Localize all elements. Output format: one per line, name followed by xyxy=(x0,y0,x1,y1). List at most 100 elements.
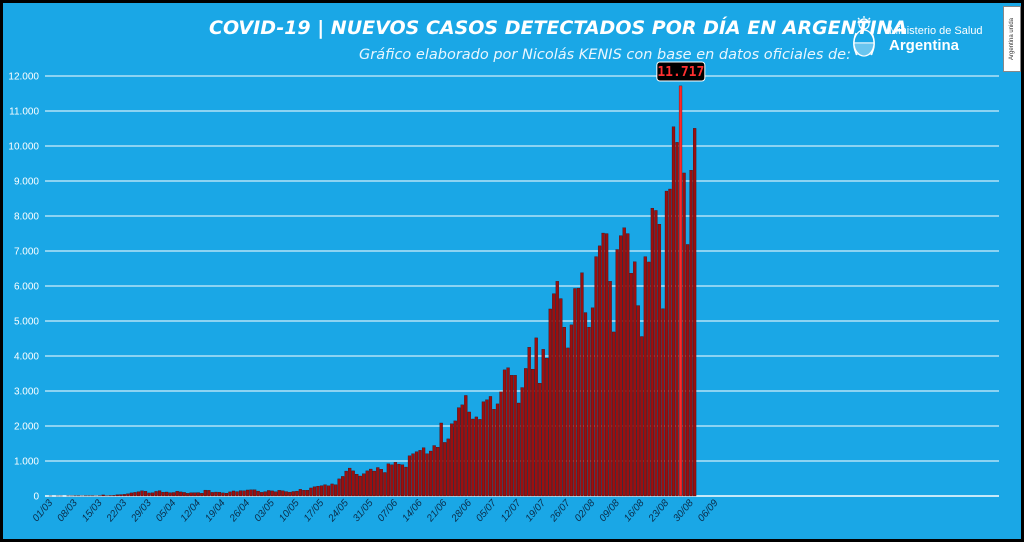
bar xyxy=(569,324,574,497)
bar xyxy=(175,491,179,497)
bar xyxy=(664,190,669,497)
bar xyxy=(288,491,292,497)
x-tick-label: 23/08 xyxy=(646,498,671,525)
bar xyxy=(488,396,493,497)
bar xyxy=(182,492,186,497)
bar xyxy=(643,256,647,497)
bar xyxy=(636,305,640,497)
bar xyxy=(312,486,317,497)
x-axis-ticks: 01/03 08/03 15/03 22/03 29/03 05/04 12/04 19/04… xyxy=(31,498,721,525)
bar xyxy=(386,463,390,497)
bar xyxy=(597,245,602,497)
bar xyxy=(654,210,658,497)
x-tick-label: 05/07 xyxy=(474,498,499,525)
bar xyxy=(333,484,338,497)
bar xyxy=(407,455,412,497)
bar xyxy=(615,249,619,497)
bar xyxy=(196,492,200,497)
bar xyxy=(689,170,693,497)
x-tick-label: 31/05 xyxy=(351,498,376,525)
bar xyxy=(302,490,306,497)
bar xyxy=(143,491,148,497)
x-tick-label: 26/07 xyxy=(548,498,573,525)
bar xyxy=(633,261,637,497)
y-tick-label: 7.000 xyxy=(14,247,39,258)
bar xyxy=(165,491,169,497)
bar xyxy=(126,493,130,497)
national-seal-icon xyxy=(853,16,875,57)
x-tick-label: 06/09 xyxy=(696,498,721,525)
bar xyxy=(622,227,626,497)
x-tick-label: 10/05 xyxy=(277,498,302,525)
bar xyxy=(101,494,105,497)
bar xyxy=(221,492,225,497)
bar xyxy=(668,188,672,497)
bar xyxy=(263,491,267,497)
x-tick-label: 16/08 xyxy=(622,498,647,525)
bar xyxy=(538,383,542,497)
bar xyxy=(242,490,246,497)
x-tick-label: 15/03 xyxy=(80,498,105,525)
bar xyxy=(172,492,176,497)
bar xyxy=(309,487,313,497)
bar xyxy=(429,450,433,497)
bar xyxy=(492,409,496,497)
bar xyxy=(193,492,197,497)
bar xyxy=(355,474,359,497)
bar xyxy=(650,207,654,497)
bar xyxy=(517,402,521,497)
bar xyxy=(119,494,123,497)
bar xyxy=(390,464,394,497)
bar xyxy=(400,464,405,497)
y-tick-label: 0 xyxy=(33,492,39,503)
bar xyxy=(580,272,584,497)
bar xyxy=(319,485,324,497)
bar xyxy=(330,483,334,497)
bar xyxy=(559,298,563,497)
bar xyxy=(203,489,207,497)
bars-group xyxy=(48,85,697,497)
x-tick-label: 30/08 xyxy=(671,498,696,525)
y-tick-label: 1.000 xyxy=(14,457,39,468)
bar xyxy=(358,475,362,497)
bar xyxy=(154,491,158,497)
bar xyxy=(425,453,429,497)
bar xyxy=(231,490,236,497)
bar xyxy=(393,462,398,497)
bar xyxy=(344,470,348,497)
bar xyxy=(281,490,285,497)
bar xyxy=(341,476,345,497)
x-tick-label: 19/04 xyxy=(203,498,228,525)
bar xyxy=(450,423,454,497)
bar xyxy=(552,293,556,497)
bar xyxy=(133,492,137,497)
bar xyxy=(112,495,116,497)
bar xyxy=(439,422,443,497)
bar xyxy=(228,491,232,497)
bar xyxy=(108,495,112,497)
bar xyxy=(545,358,549,497)
bar xyxy=(629,273,633,497)
logo-country-text: Argentina xyxy=(889,37,960,54)
bar xyxy=(464,395,468,497)
chart-title: COVID-19 | NUEVOS CASOS DETECTADOS POR D… xyxy=(209,17,908,39)
bar xyxy=(376,467,380,497)
bar xyxy=(337,478,341,497)
y-tick-label: 6.000 xyxy=(14,282,39,293)
bar xyxy=(224,493,229,497)
x-tick-label: 22/03 xyxy=(104,498,129,525)
bar xyxy=(467,411,471,497)
x-tick-label: 05/04 xyxy=(154,498,179,525)
bar xyxy=(436,447,440,497)
bar xyxy=(245,489,250,497)
y-tick-label: 5.000 xyxy=(14,317,39,328)
bar xyxy=(253,489,257,497)
bar xyxy=(249,489,253,497)
y-tick-label: 9.000 xyxy=(14,177,39,188)
bar xyxy=(136,491,141,497)
bar xyxy=(161,492,165,497)
bar xyxy=(541,349,545,497)
bar xyxy=(207,490,211,497)
bar xyxy=(460,404,464,497)
bar xyxy=(605,233,609,497)
